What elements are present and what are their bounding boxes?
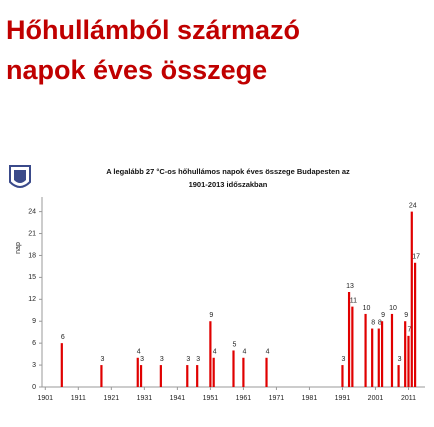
heading-line: Hőhullámból származó: [6, 15, 300, 45]
y-tick-label: 18: [28, 252, 36, 259]
y-tick-label: 12: [28, 296, 36, 303]
y-axis-label: nap: [15, 242, 22, 254]
value-label: 3: [100, 356, 104, 363]
value-label: 3: [398, 356, 402, 363]
bar: [196, 365, 199, 387]
bar: [404, 321, 407, 387]
x-tick-label: 1981: [302, 395, 318, 402]
x-tick-label: 1951: [203, 395, 219, 402]
y-tick-label: 6: [32, 340, 36, 347]
y-tick-label: 15: [28, 274, 36, 281]
bar: [60, 343, 63, 387]
bar: [136, 357, 139, 387]
y-tick-label: 21: [28, 230, 36, 237]
x-tick-label: 1941: [170, 395, 186, 402]
x-tick-label: 1991: [335, 395, 351, 402]
y-tick-label: 24: [28, 208, 36, 215]
x-tick-label: 1971: [269, 395, 285, 402]
value-label: 7: [408, 327, 412, 334]
bar: [351, 306, 354, 387]
bar: [209, 321, 212, 387]
bar: [232, 350, 235, 387]
chart-title: A legalább 27 °C-os hőhullámos napok éve…: [106, 167, 350, 176]
bar: [242, 357, 245, 387]
heading-line: napok éves összege: [6, 55, 267, 85]
y-tick-label: 0: [32, 384, 36, 391]
bar: [139, 365, 143, 387]
bar: [377, 328, 380, 387]
value-label: 24: [409, 202, 417, 209]
value-label: 3: [196, 356, 200, 363]
x-tick-label: 2001: [368, 395, 384, 402]
x-tick-label: 1921: [104, 395, 120, 402]
value-label: 4: [242, 349, 246, 356]
value-label: 11: [350, 297, 357, 304]
chart-subtitle: 1901-2013 időszakban: [189, 180, 268, 189]
value-label: 13: [346, 283, 354, 290]
value-label: 6: [61, 334, 65, 341]
x-tick-label: 1911: [71, 395, 86, 402]
value-label: 4: [213, 349, 217, 356]
value-label: 8: [371, 319, 375, 326]
value-label: 10: [363, 305, 371, 312]
value-label: 9: [404, 312, 408, 319]
bar: [413, 262, 417, 387]
bar: [347, 292, 351, 387]
bar: [380, 321, 384, 387]
y-tick-label: 3: [32, 362, 36, 369]
bar: [212, 357, 215, 387]
x-tick-label: 1901: [38, 395, 54, 402]
value-label: 9: [209, 312, 213, 319]
bar: [265, 357, 268, 387]
x-tick-label: 1961: [236, 395, 252, 402]
x-tick-label: 2011: [401, 395, 416, 402]
value-label: 8: [378, 319, 382, 326]
bar: [371, 328, 374, 387]
bar: [410, 211, 413, 387]
value-label: 3: [342, 356, 346, 363]
logo: [9, 165, 31, 188]
bar: [390, 313, 394, 387]
bar: [159, 365, 162, 387]
y-tick-label: 9: [32, 318, 36, 325]
bar: [186, 365, 189, 387]
bar: [364, 313, 367, 387]
value-label: 4: [137, 349, 141, 356]
bar: [100, 365, 103, 387]
bar: [407, 335, 410, 387]
value-label: 3: [160, 356, 164, 363]
value-label: 9: [381, 312, 385, 319]
value-label: 3: [186, 356, 190, 363]
bar: [341, 365, 344, 387]
value-label: 5: [233, 341, 237, 348]
value-label: 17: [412, 254, 420, 261]
value-label: 3: [140, 356, 144, 363]
value-label: 4: [266, 349, 270, 356]
value-label: 10: [389, 305, 397, 312]
bar: [397, 365, 400, 387]
x-tick-label: 1931: [137, 395, 153, 402]
